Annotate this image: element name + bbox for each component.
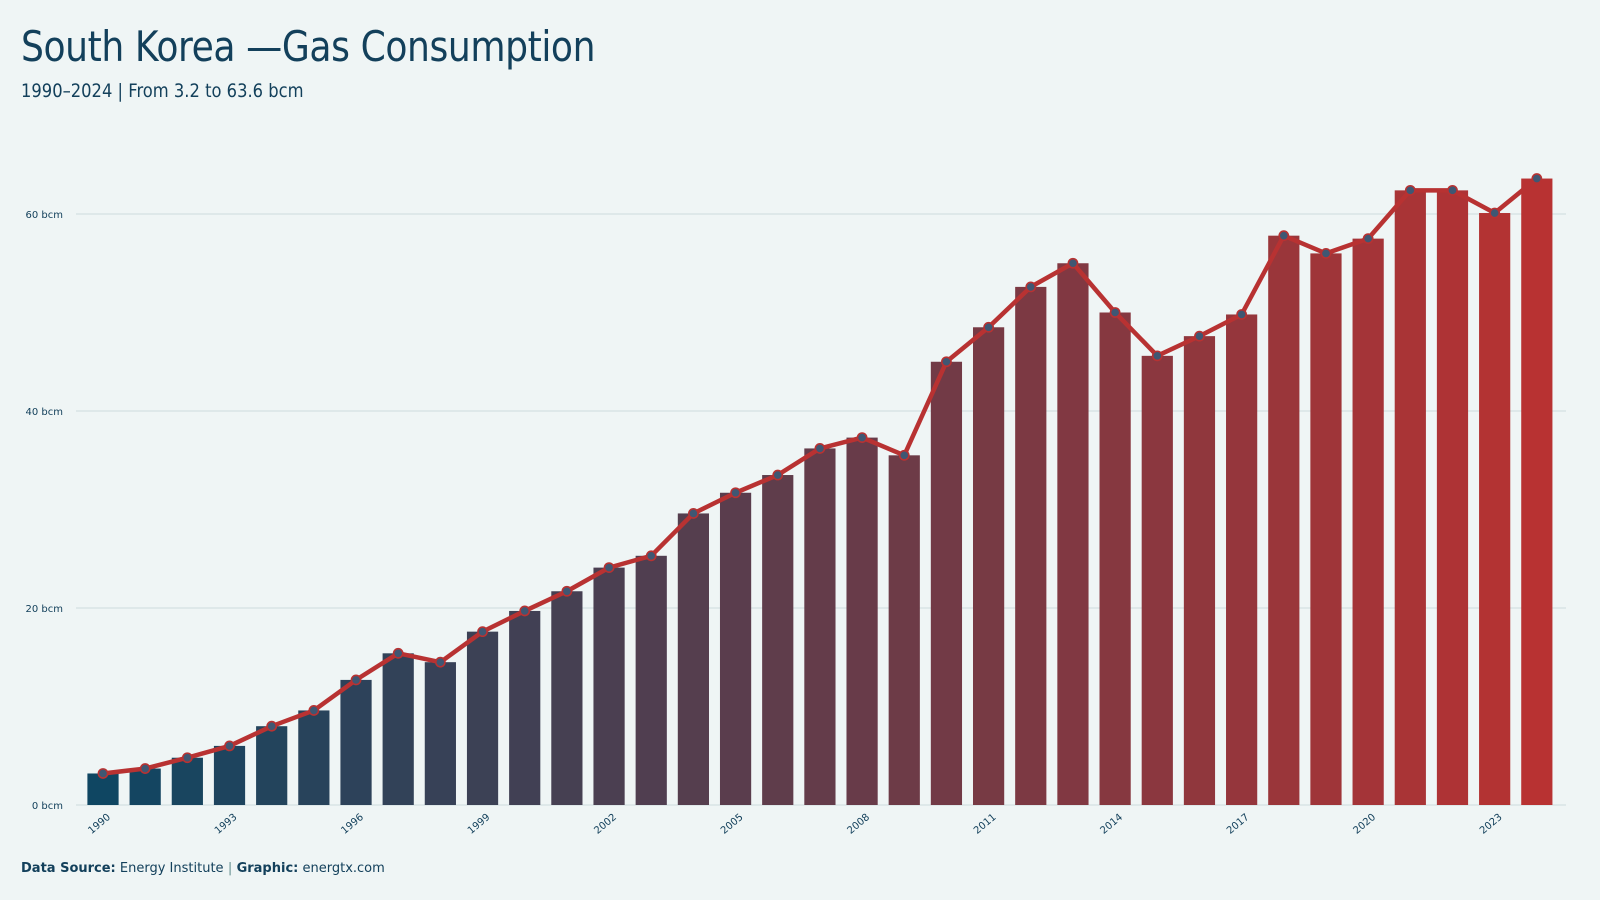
point-2016 [1194,330,1205,342]
point-2023 [1489,207,1501,219]
bar-2013 [1057,263,1089,805]
point-2018 [1278,230,1290,242]
point-2012 [1025,281,1037,293]
point-2009 [898,449,910,461]
point-2005 [730,487,741,499]
x-tick-label: 2005 [719,812,746,837]
x-tick-label: 1990 [86,812,113,837]
x-tick-label: 1993 [213,812,240,837]
point-1992 [181,752,193,764]
bar-2024 [1521,178,1553,806]
x-tick-label: 1999 [466,812,493,837]
bar-1997 [382,653,414,805]
bar-2011 [972,327,1005,805]
point-1990 [97,768,109,779]
y-tick-label: 40 bcm [26,407,64,418]
bar-2012 [1015,286,1047,805]
point-2010 [941,356,952,368]
graphic-label: Graphic: [236,861,299,876]
point-1998 [434,656,446,668]
bar-2008 [846,437,878,805]
bar-2020 [1352,238,1384,805]
point-2021 [1404,184,1416,196]
point-2020 [1362,233,1374,245]
footer-credits: Data Source: Energy Institute | Graphic:… [21,861,385,876]
point-2024 [1531,173,1543,184]
point-2013 [1067,257,1079,269]
bar-1999 [466,631,499,805]
point-1996 [350,674,362,686]
point-2002 [603,562,615,574]
bar-2010 [930,361,963,805]
bar-2018 [1268,235,1300,806]
chart-title: South Korea —Gas Consumption [21,22,596,71]
x-tick-label: 2020 [1352,812,1379,837]
point-1995 [308,705,320,716]
point-1994 [266,720,278,732]
point-2001 [561,585,573,597]
bar-1991 [129,768,161,805]
y-tick-label: 60 bcm [26,210,64,221]
point-2006 [772,469,784,481]
bar-1994 [256,726,288,805]
x-tick-label: 2011 [972,812,999,837]
x-tick-label: 2017 [1225,812,1252,837]
y-axis-ticks: 0 bcm 20 bcm 40 bcm 60 bcm [26,210,64,812]
point-2019 [1320,247,1332,259]
bar-2001 [551,591,583,805]
bar-2022 [1436,190,1469,806]
bar-2016 [1183,336,1216,805]
bar-2017 [1226,314,1258,805]
bar-2005 [719,492,752,805]
footer-separator: | [227,861,233,876]
point-2000 [519,605,531,617]
x-tick-label: 2014 [1098,812,1125,837]
bar-2021 [1394,190,1426,806]
point-2022 [1447,184,1458,196]
bar-2002 [593,567,625,805]
bar-1992 [171,757,203,805]
bar-2000 [509,610,541,805]
bar-2009 [888,455,920,805]
source-value: Energy Institute [119,861,224,876]
bar-2015 [1141,355,1173,805]
bar-2003 [635,555,667,805]
point-2007 [814,443,826,454]
bar-1996 [340,679,372,805]
point-2008 [856,432,868,443]
y-tick-label: 20 bcm [26,604,64,615]
trend-points [97,173,1543,779]
x-tick-label: 1996 [339,812,366,837]
point-1991 [139,763,151,774]
point-1993 [224,740,235,752]
chart-subtitle: 1990–2024 | From 3.2 to 63.6 bcm [21,80,304,102]
point-2017 [1236,309,1248,320]
graphic-value: energtx.com [302,861,385,876]
point-2004 [688,508,699,519]
bar-2014 [1099,312,1131,805]
bar-1995 [298,710,330,805]
bars [87,178,1553,806]
x-axis-ticks: 1990 1993 1996 1999 2002 2005 2008 2011 2014 2017… [86,812,1504,837]
y-tick-label: 0 bcm [32,801,63,812]
point-2003 [645,550,657,562]
bar-1993 [213,745,246,805]
bar-1998 [424,662,456,805]
point-2015 [1151,350,1163,362]
x-tick-label: 2008 [845,812,872,837]
bar-2023 [1479,213,1511,805]
point-2014 [1109,307,1121,318]
bar-2019 [1310,253,1342,805]
x-tick-label: 2002 [592,812,619,837]
x-tick-label: 2023 [1478,812,1505,837]
bar-2007 [804,448,836,805]
bar-2006 [762,475,794,805]
point-2011 [983,321,994,333]
point-1997 [392,647,404,659]
source-label: Data Source: [21,861,116,876]
bar-2004 [677,513,710,805]
point-1999 [477,626,488,638]
